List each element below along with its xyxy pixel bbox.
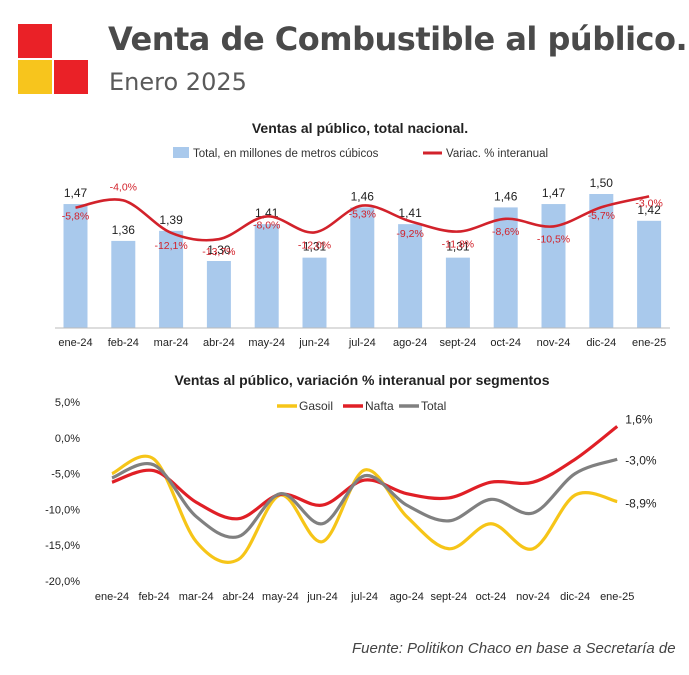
legend-label-nafta: Nafta (365, 399, 394, 413)
bar-oct-24 (493, 207, 518, 328)
bar-ene-25 (637, 220, 662, 328)
line-label-sept-24: -11,8% (442, 239, 475, 251)
x-tick-ene-25: ene-25 (600, 591, 634, 603)
bar-label-ene-25: 1,42 (637, 203, 661, 217)
series-line-nafta (111, 425, 619, 521)
line-label-oct-24: -8,6% (492, 226, 519, 238)
y-tick-0: 5,0% (55, 397, 80, 409)
x-tick-dic-24: dic-24 (586, 337, 616, 349)
bar-label-jun-24: 1,31 (303, 240, 327, 254)
bar-label-sept-24: 1,31 (446, 240, 470, 254)
x-tick-jun-24: jun-24 (306, 591, 338, 603)
bar-sept-24 (445, 257, 470, 328)
bar-label-abr-24: 1,30 (207, 243, 231, 257)
x-tick-may-24: may-24 (248, 337, 285, 349)
x-tick-abr-24: abr-24 (222, 591, 254, 603)
line-label-dic-24: -5,7% (588, 210, 615, 222)
bar-feb-24 (111, 240, 136, 328)
line-label-mar-24: -12,1% (154, 240, 187, 252)
x-tick-sept-24: sept-24 (440, 337, 477, 349)
chart1-title: Ventas al público, total nacional. (252, 120, 468, 136)
x-tick-ene-24: ene-24 (95, 591, 129, 603)
bar-ene-24 (63, 204, 88, 328)
end-label-nafta: 1,6% (625, 412, 653, 426)
x-tick-nov-24: nov-24 (537, 337, 571, 349)
bar-ago-24 (398, 224, 423, 328)
line-label-jun-24: -12,0% (298, 239, 331, 251)
source-note: Fuente: Politikon Chaco en base a Secret… (352, 640, 676, 657)
page-subtitle: Enero 2025 (109, 68, 247, 96)
bar-label-jul-24: 1,46 (351, 189, 375, 203)
legend-label-gasoil: Gasoil (299, 399, 333, 413)
line-label-abr-24: -13,7% (202, 246, 235, 258)
y-tick-5: -20,0% (45, 576, 80, 588)
bar-dic-24 (589, 194, 614, 328)
end-label-total: -3,0% (625, 453, 657, 467)
x-tick-jul-24: jul-24 (348, 337, 376, 349)
bar-may-24 (254, 224, 279, 328)
line-label-nov-24: -10,5% (537, 233, 570, 245)
logo-square-yellow (18, 60, 52, 94)
x-tick-nov-24: nov-24 (516, 591, 550, 603)
legend-swatch-bars (173, 147, 189, 158)
x-tick-sept-24: sept-24 (430, 591, 467, 603)
variation-line (75, 195, 650, 242)
x-tick-jun-24: jun-24 (298, 337, 330, 349)
bar-nov-24 (541, 204, 566, 328)
bar-label-ago-24: 1,41 (398, 206, 422, 220)
y-tick-2: -5,0% (51, 469, 80, 481)
x-tick-abr-24: abr-24 (203, 337, 235, 349)
x-tick-ago-24: ago-24 (390, 591, 424, 603)
x-tick-feb-24: feb-24 (138, 591, 169, 603)
line-label-feb-24: -4,0% (110, 181, 137, 193)
x-tick-dic-24: dic-24 (560, 591, 590, 603)
bar-label-mar-24: 1,39 (159, 213, 183, 227)
sales-bar-chart: Ventas al público, total nacional. Total,… (55, 120, 670, 349)
logo-square-red-bottom (54, 60, 88, 94)
x-tick-ene-24: ene-24 (58, 337, 92, 349)
y-tick-3: -10,0% (45, 504, 80, 516)
series-line-gasoil (111, 454, 618, 564)
series-line-total (111, 457, 618, 539)
x-tick-mar-24: mar-24 (154, 337, 189, 349)
x-tick-mar-24: mar-24 (179, 591, 214, 603)
x-tick-jul-24: jul-24 (350, 591, 378, 603)
chart2-title: Ventas al público, variación % interanua… (175, 372, 550, 388)
y-tick-4: -15,0% (45, 540, 80, 552)
bar-abr-24 (206, 261, 231, 328)
y-tick-1: 0,0% (55, 433, 80, 445)
bar-label-ene-24: 1,47 (64, 186, 88, 200)
bar-label-nov-24: 1,47 (542, 186, 566, 200)
bar-label-feb-24: 1,36 (112, 223, 136, 237)
bar-label-oct-24: 1,46 (494, 189, 518, 203)
legend-label-bars: Total, en millones de metros cúbicos (193, 148, 379, 160)
line-label-may-24: -8,0% (253, 219, 280, 231)
bar-jul-24 (350, 207, 375, 328)
x-tick-oct-24: oct-24 (476, 591, 507, 603)
line-label-ene-25: -3,0% (635, 197, 662, 209)
logo-square-red-top (18, 24, 52, 58)
bar-label-dic-24: 1,50 (590, 176, 614, 190)
logo (18, 24, 88, 94)
x-tick-oct-24: oct-24 (490, 337, 521, 349)
end-label-gasoil: -8,9% (625, 497, 657, 511)
segments-line-chart: Ventas al público, variación % interanua… (45, 372, 657, 603)
legend-label-line: Variac. % interanual (446, 148, 548, 160)
legend-label-total: Total (421, 399, 446, 413)
bar-mar-24 (159, 230, 184, 328)
bar-jun-24 (302, 257, 327, 328)
line-label-ago-24: -9,2% (396, 228, 423, 240)
x-tick-ago-24: ago-24 (393, 337, 427, 349)
page-title: Venta de Combustible al público. (108, 20, 688, 58)
line-label-jul-24: -5,3% (349, 209, 376, 221)
x-tick-feb-24: feb-24 (108, 337, 139, 349)
x-tick-ene-25: ene-25 (632, 337, 666, 349)
x-tick-may-24: may-24 (262, 591, 299, 603)
line-label-ene-24: -5,8% (62, 211, 89, 223)
